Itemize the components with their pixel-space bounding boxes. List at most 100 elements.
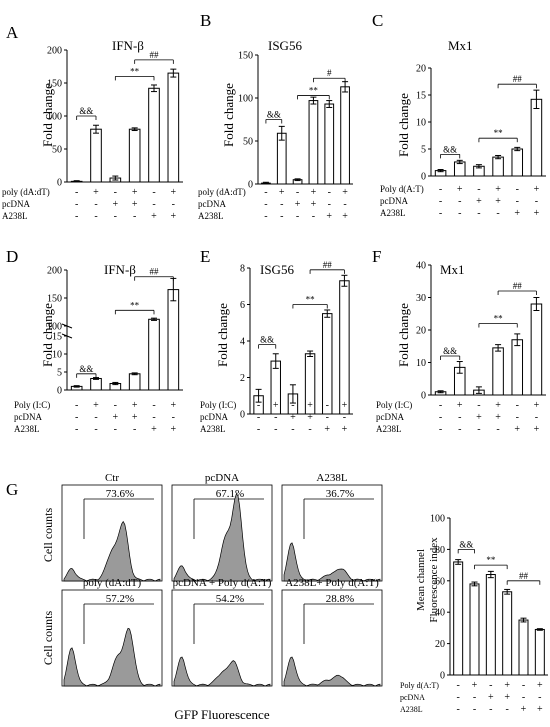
treatment-sign: - — [114, 211, 117, 222]
panel-a: A IFN-β Fold change 0 50 100 150 200 && ** ## p… — [2, 23, 183, 222]
treatment-table-e: Poly (I:C) - + - + - +pcDNA - - + + - -A238L - - - - + + — [200, 400, 348, 435]
gate-percent: 36.7% — [326, 488, 354, 500]
treatment-sign: - — [496, 208, 499, 219]
significance-label: && — [79, 106, 93, 116]
treatment-sign: + — [279, 187, 285, 198]
y-axis-label-b: Fold change — [221, 83, 236, 147]
treatment-sign: + — [504, 692, 510, 703]
treatment-sign: - — [328, 187, 331, 198]
treatment-sign: - — [326, 400, 329, 411]
y-tick-label: 100 — [238, 94, 253, 105]
treatment-sign: + — [495, 412, 501, 423]
treatment-sign: - — [296, 211, 299, 222]
treatment-sign: - — [291, 424, 294, 435]
bar — [308, 100, 319, 185]
gate-percent: 67.1% — [216, 488, 244, 500]
treatment-sign: - — [257, 412, 260, 423]
y-tick-label: 40 — [416, 261, 426, 272]
panel-letter-f: F — [372, 247, 381, 266]
treatment-label: A238L — [380, 208, 406, 218]
y-tick-label: 30 — [416, 293, 426, 304]
treatment-sign: - — [458, 196, 461, 207]
y-tick-label: 15 — [52, 332, 62, 343]
treatment-sign: - — [489, 680, 492, 691]
bar — [469, 583, 480, 676]
treatment-sign: + — [342, 211, 348, 222]
treatment-sign: - — [516, 412, 519, 423]
bar — [511, 148, 524, 177]
treatment-sign: + — [171, 187, 177, 198]
treatment-sign: + — [132, 199, 138, 210]
chart-title-a: IFN-β — [112, 38, 144, 53]
bar-chart-c: 0 5 10 15 20 && ** ## — [416, 64, 546, 183]
y-tick-label: 100 — [430, 514, 445, 525]
significance-label: ** — [494, 128, 504, 138]
treatment-sign: - — [538, 692, 541, 703]
bar-chart-a: 0 50 100 150 200 && ** ## — [47, 46, 183, 189]
treatment-sign: - — [133, 211, 136, 222]
y-tick-label: 200 — [47, 266, 62, 277]
treatment-sign: - — [458, 208, 461, 219]
y-tick-label: 60 — [435, 576, 445, 587]
bar — [167, 72, 180, 183]
significance-label: ## — [150, 50, 160, 60]
y-tick-label: 0 — [248, 180, 253, 191]
treatment-sign: + — [457, 400, 463, 411]
y-tick-label: 0 — [421, 391, 426, 402]
chart-title-d: IFN-β — [104, 262, 136, 277]
treatment-sign: - — [152, 400, 155, 411]
treatment-sign: - — [280, 199, 283, 210]
treatment-sign: - — [343, 199, 346, 210]
y-tick-label: 10 — [416, 118, 426, 129]
treatment-sign: - — [75, 400, 78, 411]
histogram-curve — [173, 492, 271, 582]
bar — [492, 156, 504, 177]
bar — [128, 373, 141, 391]
treatment-label: Poly (I:C) — [376, 400, 412, 410]
treatment-table-f: Poly (I:C) - + - + - +pcDNA - - + + - -A238L - - - - + + — [376, 400, 540, 435]
y-tick-label: 8 — [240, 264, 245, 275]
treatment-sign: - — [172, 199, 175, 210]
treatment-sign: - — [458, 424, 461, 435]
treatment-label: A238L — [376, 424, 402, 434]
treatment-table-g: Poly d(A:T) - + - + - +pcDNA - - + + - -A238L - - - - + + — [400, 680, 543, 715]
y-tick-label: 0 — [57, 178, 62, 189]
significance-label: ** — [486, 555, 496, 565]
treatment-sign: - — [439, 400, 442, 411]
treatment-sign: + — [311, 199, 317, 210]
treatment-label: pcDNA — [376, 412, 404, 422]
bar — [485, 574, 496, 676]
treatment-sign: - — [94, 412, 97, 423]
bar — [148, 87, 160, 183]
treatment-sign: + — [457, 184, 463, 195]
y-tick-label: 20 — [416, 64, 426, 75]
treatment-sign: + — [342, 400, 348, 411]
treatment-sign: - — [172, 412, 175, 423]
treatment-sign: + — [151, 424, 157, 435]
y-tick-label: 4 — [240, 337, 245, 348]
y-tick-label: 150 — [47, 79, 62, 90]
bar — [340, 86, 350, 185]
treatment-sign: - — [516, 400, 519, 411]
hist-ylabel-top: Cell counts — [41, 508, 55, 563]
bar — [339, 280, 350, 415]
treatment-sign: - — [296, 187, 299, 198]
treatment-sign: + — [514, 424, 520, 435]
treatment-table-c: Poly d(A:T) - + - + - +pcDNA - - + + - -A238L - - - - + + — [380, 184, 540, 219]
treatment-sign: + — [472, 680, 478, 691]
significance-label: && — [459, 539, 473, 549]
histogram-title: pcDNA — [205, 472, 239, 484]
treatment-sign: - — [456, 692, 459, 703]
y-tick-label: 10 — [416, 358, 426, 369]
y-axis-label-g-line1: Mean channel — [415, 549, 427, 611]
treatment-sign: - — [522, 692, 525, 703]
gate-percent: 57.2% — [106, 593, 134, 605]
significance-label: ** — [309, 85, 319, 95]
histogram-title: pcDNA + Poly d(A:T) — [173, 577, 272, 589]
treatment-sign: - — [473, 692, 476, 703]
treatment-sign: + — [537, 680, 543, 691]
bar-chart-g: 0 20 40 60 80 100 && ** ## — [430, 514, 548, 682]
treatment-label: pcDNA — [400, 693, 425, 702]
bar — [276, 132, 287, 185]
